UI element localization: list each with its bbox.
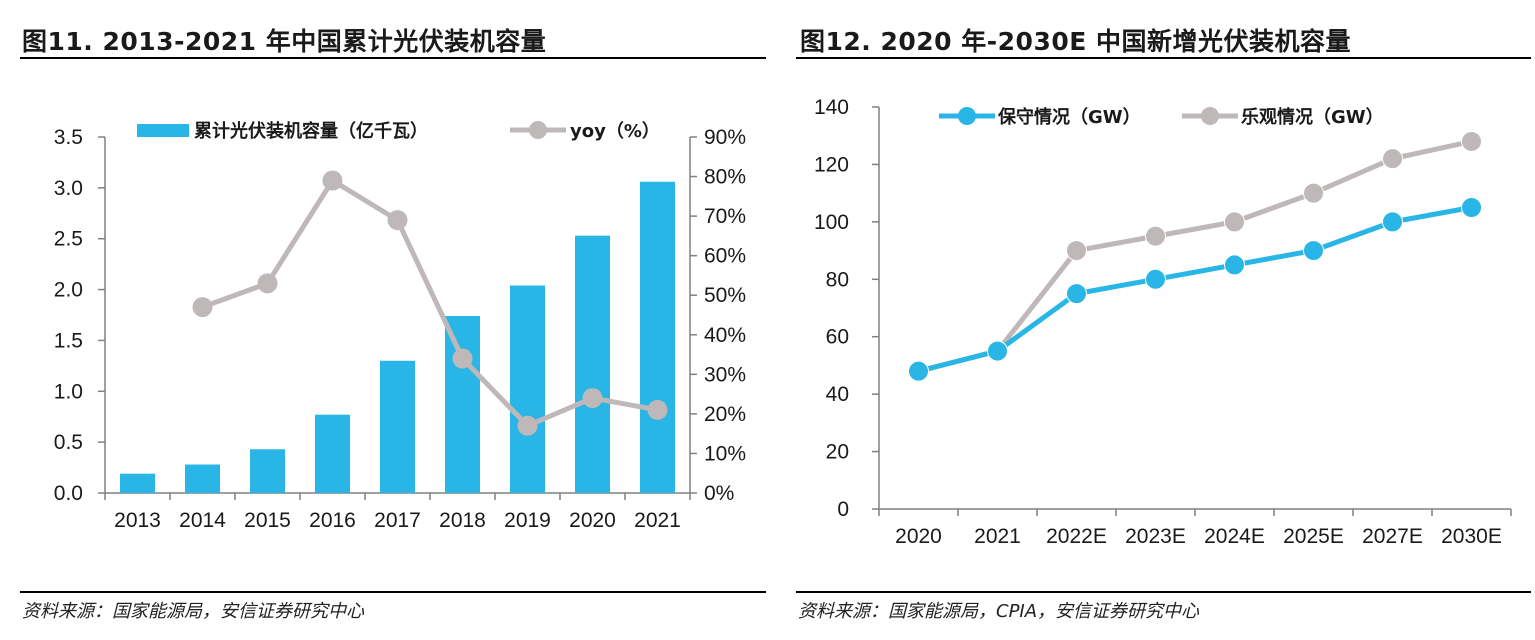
yoy-point [257,273,278,294]
left-source-note: 资料来源：国家能源局，安信证券研究中心 [22,601,364,622]
cumulative-capacity-chart: 0.0 0.5 1.0 1.5 2.0 2.5 3.0 3.5 0% 10% 20% 30% 40% 50… [54,120,746,532]
conservative-point [1382,211,1403,233]
capacity-bar [185,464,220,493]
capacity-bar [380,360,415,493]
y-tick-label: 80 [826,268,849,291]
y-tick-label: 120 [814,153,849,176]
y-tick-label: 0.5 [54,431,83,454]
y-tick-label: 2.5 [54,228,83,251]
legend-yoy-label: yoy（%） [570,121,660,142]
y2-tick-label: 30% [704,363,746,386]
y2-tick-label: 70% [704,205,746,228]
y-tick-label: 1.0 [54,380,83,403]
legend-optimistic-marker [1201,107,1219,125]
new-capacity-forecast-chart: 0 20 40 60 80 100 120 140 2020 2021 2022E 2023E 2024… [814,96,1512,548]
yoy-point [517,415,538,436]
yoy-point [452,348,473,369]
legend-bar-label: 累计光伏装机容量（亿千瓦） [194,120,428,142]
x-tick-label: 2023E [1125,525,1186,548]
capacity-bar [510,285,545,493]
conservative-point [1303,240,1324,262]
x-tick-label: 2024E [1204,525,1265,548]
left-chart-panel: 图11. 2013-2021 年中国累计光伏装机容量 0.0 0.5 1.0 1.5 2… [20,27,766,622]
right-title-rule [796,57,1531,59]
y2-tick-label: 40% [704,324,746,347]
x-tick-label: 2020 [895,525,942,548]
conservative-point [1145,268,1166,290]
x-tick-label: 2018 [439,509,486,532]
x-tick-label: 2021 [974,525,1021,548]
x-tick-label: 2027E [1362,525,1423,548]
y-tick-label: 2.0 [54,279,83,302]
yoy-line [201,178,658,429]
y2-tick-label: 50% [704,284,746,307]
optimistic-point [1145,225,1166,247]
y-tick-label: 1.5 [54,329,83,352]
optimistic-point [1224,211,1245,233]
y-tick-label: 60 [826,326,849,349]
legend-optimistic-label: 乐观情况（GW） [1241,107,1384,128]
y2-tick-label: 0% [704,482,734,505]
y2-tick-label: 20% [704,403,746,426]
conservative-line [917,205,1472,374]
y-tick-label: 0 [837,498,849,521]
left-source-rule [20,591,766,593]
y-tick-label: 20 [826,441,849,464]
x-tick-label: 2025E [1283,525,1344,548]
left-title-rule [20,57,766,59]
optimistic-point [1066,240,1087,262]
x-tick-label: 2030E [1441,525,1502,548]
optimistic-point [1382,148,1403,170]
capacity-bar [575,235,610,494]
x-tick-label: 2014 [179,509,226,532]
y-tick-label: 40 [826,383,849,406]
x-tick-label: 2019 [504,509,551,532]
conservative-point [908,360,929,382]
capacity-bar [120,473,155,493]
yoy-point [582,388,603,409]
capacity-bar [445,316,480,493]
x-tick-label: 2017 [374,509,421,532]
legend-yoy-marker [529,121,547,139]
yoy-point [322,170,343,191]
legend-bar-swatch [137,124,189,137]
x-tick-label: 2022E [1046,525,1107,548]
y-tick-label: 140 [814,96,849,119]
y-tick-label: 100 [814,211,849,234]
capacity-bar [640,181,675,494]
y-tick-label: 0.0 [54,482,83,505]
left-figure-title: 图11. 2013-2021 年中国累计光伏装机容量 [22,27,547,56]
conservative-point [1461,197,1482,218]
yoy-point [647,399,668,420]
capacity-bar [315,414,350,493]
y-tick-label: 3.0 [54,177,83,200]
optimistic-point [1461,130,1482,152]
y2-tick-label: 80% [704,166,746,189]
right-chart-panel: 图12. 2020 年-2030E 中国新增光伏装机容量 0 20 40 60 80 10… [792,0,1535,640]
yoy-point [192,297,213,318]
optimistic-point [1303,182,1324,204]
legend-conservative-label: 保守情况（GW） [997,106,1141,128]
x-tick-label: 2016 [309,509,356,532]
conservative-point [1224,254,1245,276]
x-tick-label: 2015 [244,509,291,532]
right-source-note: 资料来源：国家能源局，CPIA，安信证券研究中心 [798,601,1200,622]
conservative-point [1066,283,1087,305]
right-figure-title: 图12. 2020 年-2030E 中国新增光伏装机容量 [800,27,1352,56]
optimistic-line [917,139,1473,374]
y2-tick-label: 60% [704,245,746,268]
x-tick-label: 2013 [114,509,161,532]
legend-conservative-marker [958,107,976,125]
x-tick-label: 2020 [569,509,616,532]
y-tick-label: 3.5 [54,126,83,149]
y2-tick-label: 90% [704,126,746,149]
x-tick-label: 2021 [634,509,681,532]
yoy-point [387,210,408,231]
y2-tick-label: 10% [704,442,746,465]
conservative-point [987,340,1008,362]
right-source-rule [796,591,1531,593]
capacity-bar [250,449,285,493]
